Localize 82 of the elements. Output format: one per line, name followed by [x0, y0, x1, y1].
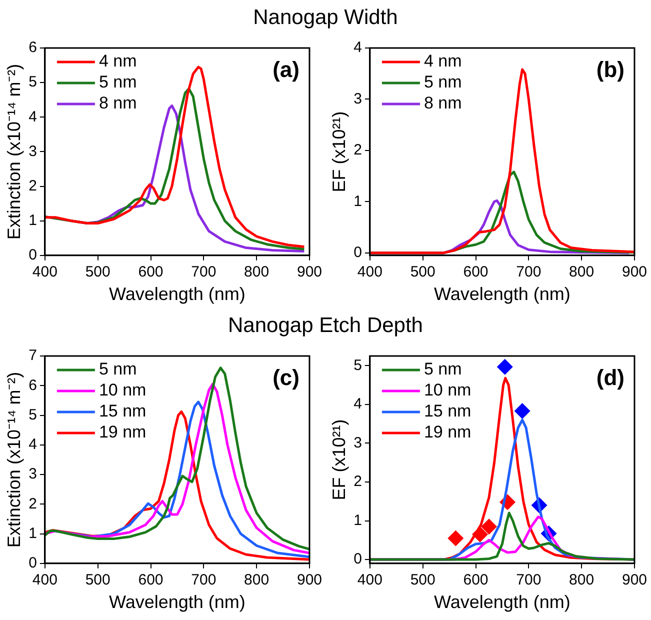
x-tick-label: 800 [569, 572, 594, 589]
x-tick-label: 600 [463, 572, 488, 589]
x-tick-label: 700 [516, 572, 542, 589]
y-tick-label: 1 [354, 512, 362, 529]
point [480, 518, 497, 535]
y-tick-label: 6 [28, 39, 37, 56]
y-tick-label: 1 [28, 524, 37, 542]
legend-label: 10 nm [424, 380, 472, 400]
y-axis-title: EF (x10²¹) [328, 111, 349, 192]
y-tick-label: 5 [354, 356, 362, 374]
point [448, 530, 464, 546]
x-tick-label: 500 [410, 572, 436, 589]
chart-title: Nanogap Width [252, 6, 399, 30]
y-tick-label: 3 [28, 466, 37, 483]
x-axis-title: Wavelength (nm) [109, 284, 246, 304]
legend-label: 5 nm [424, 72, 462, 92]
y-tick-label: 3 [28, 142, 37, 160]
x-tick-label: 600 [463, 264, 488, 281]
legend-label: 15 nm [424, 402, 472, 421]
x-tick-label: 700 [191, 572, 216, 589]
y-axis-title: Extinction (x10⁻¹⁴ m⁻²) [4, 372, 24, 548]
legend-label: 8 nm [98, 94, 137, 113]
y-tick-label: 4 [28, 108, 37, 126]
y-tick-label: 0 [354, 550, 362, 568]
y-tick-label: 0 [28, 554, 37, 572]
y-tick-label: 2 [28, 495, 37, 512]
annotation: (c) [272, 365, 300, 390]
y-tick-label: 3 [354, 90, 362, 108]
y-tick-label: 3 [354, 434, 362, 452]
x-tick-label: 400 [32, 572, 58, 589]
y-tick-label: 2 [354, 473, 362, 490]
legend-label: 5 nm [98, 360, 137, 379]
x-tick-label: 900 [622, 264, 647, 281]
x-tick-label: 900 [622, 572, 647, 589]
legend-label: 5 nm [424, 360, 462, 379]
x-axis-title: Wavelength (nm) [434, 592, 570, 612]
y-tick-label: 0 [28, 246, 37, 264]
annotation: (a) [272, 57, 300, 82]
legend-label: 4 nm [424, 52, 462, 71]
x-tick-label: 800 [244, 572, 270, 589]
legend-label: 19 nm [424, 422, 472, 442]
y-tick-label: 1 [354, 192, 362, 210]
legend-label: 5 nm [98, 72, 137, 92]
x-tick-label: 600 [138, 264, 164, 281]
x-tick-label: 500 [85, 572, 110, 589]
legend-label: 8 nm [424, 94, 462, 113]
y-tick-label: 2 [28, 177, 37, 194]
x-axis-title: Wavelength (nm) [434, 284, 570, 304]
point [514, 403, 530, 420]
x-tick-label: 400 [357, 572, 382, 589]
x-tick-label: 900 [296, 264, 322, 281]
x-tick-label: 600 [138, 572, 164, 589]
x-tick-label: 700 [516, 264, 542, 281]
y-axis-title: EF (x10²¹) [328, 419, 349, 500]
y-tick-label: 2 [354, 142, 362, 159]
chart-title: Nanogap Etch Depth [227, 314, 424, 338]
x-tick-label: 800 [244, 264, 270, 281]
y-tick-label: 7 [28, 347, 37, 364]
y-tick-label: 4 [354, 39, 362, 56]
y-tick-label: 4 [354, 396, 362, 413]
y-tick-label: 1 [28, 212, 37, 229]
x-tick-label: 800 [569, 264, 594, 281]
legend-label: 19 nm [98, 422, 146, 442]
annotation: (d) [596, 365, 624, 390]
x-tick-label: 900 [296, 572, 322, 589]
legend-label: 15 nm [98, 402, 146, 421]
y-tick-label: 0 [354, 244, 362, 261]
x-tick-label: 400 [32, 264, 58, 281]
x-tick-label: 500 [410, 264, 436, 281]
x-tick-label: 700 [191, 264, 216, 281]
y-tick-label: 5 [28, 406, 37, 424]
x-tick-label: 500 [85, 264, 110, 281]
y-axis-title: Extinction (x10⁻¹⁴ m⁻²) [4, 64, 24, 240]
annotation: (b) [596, 57, 624, 82]
y-tick-label: 6 [28, 376, 37, 394]
legend-label: 10 nm [98, 380, 146, 400]
y-tick-label: 4 [28, 436, 37, 454]
legend-label: 4 nm [98, 52, 137, 71]
y-tick-label: 5 [28, 74, 37, 91]
x-tick-label: 400 [357, 264, 382, 281]
x-axis-title: Wavelength (nm) [109, 592, 246, 612]
point [496, 358, 513, 375]
